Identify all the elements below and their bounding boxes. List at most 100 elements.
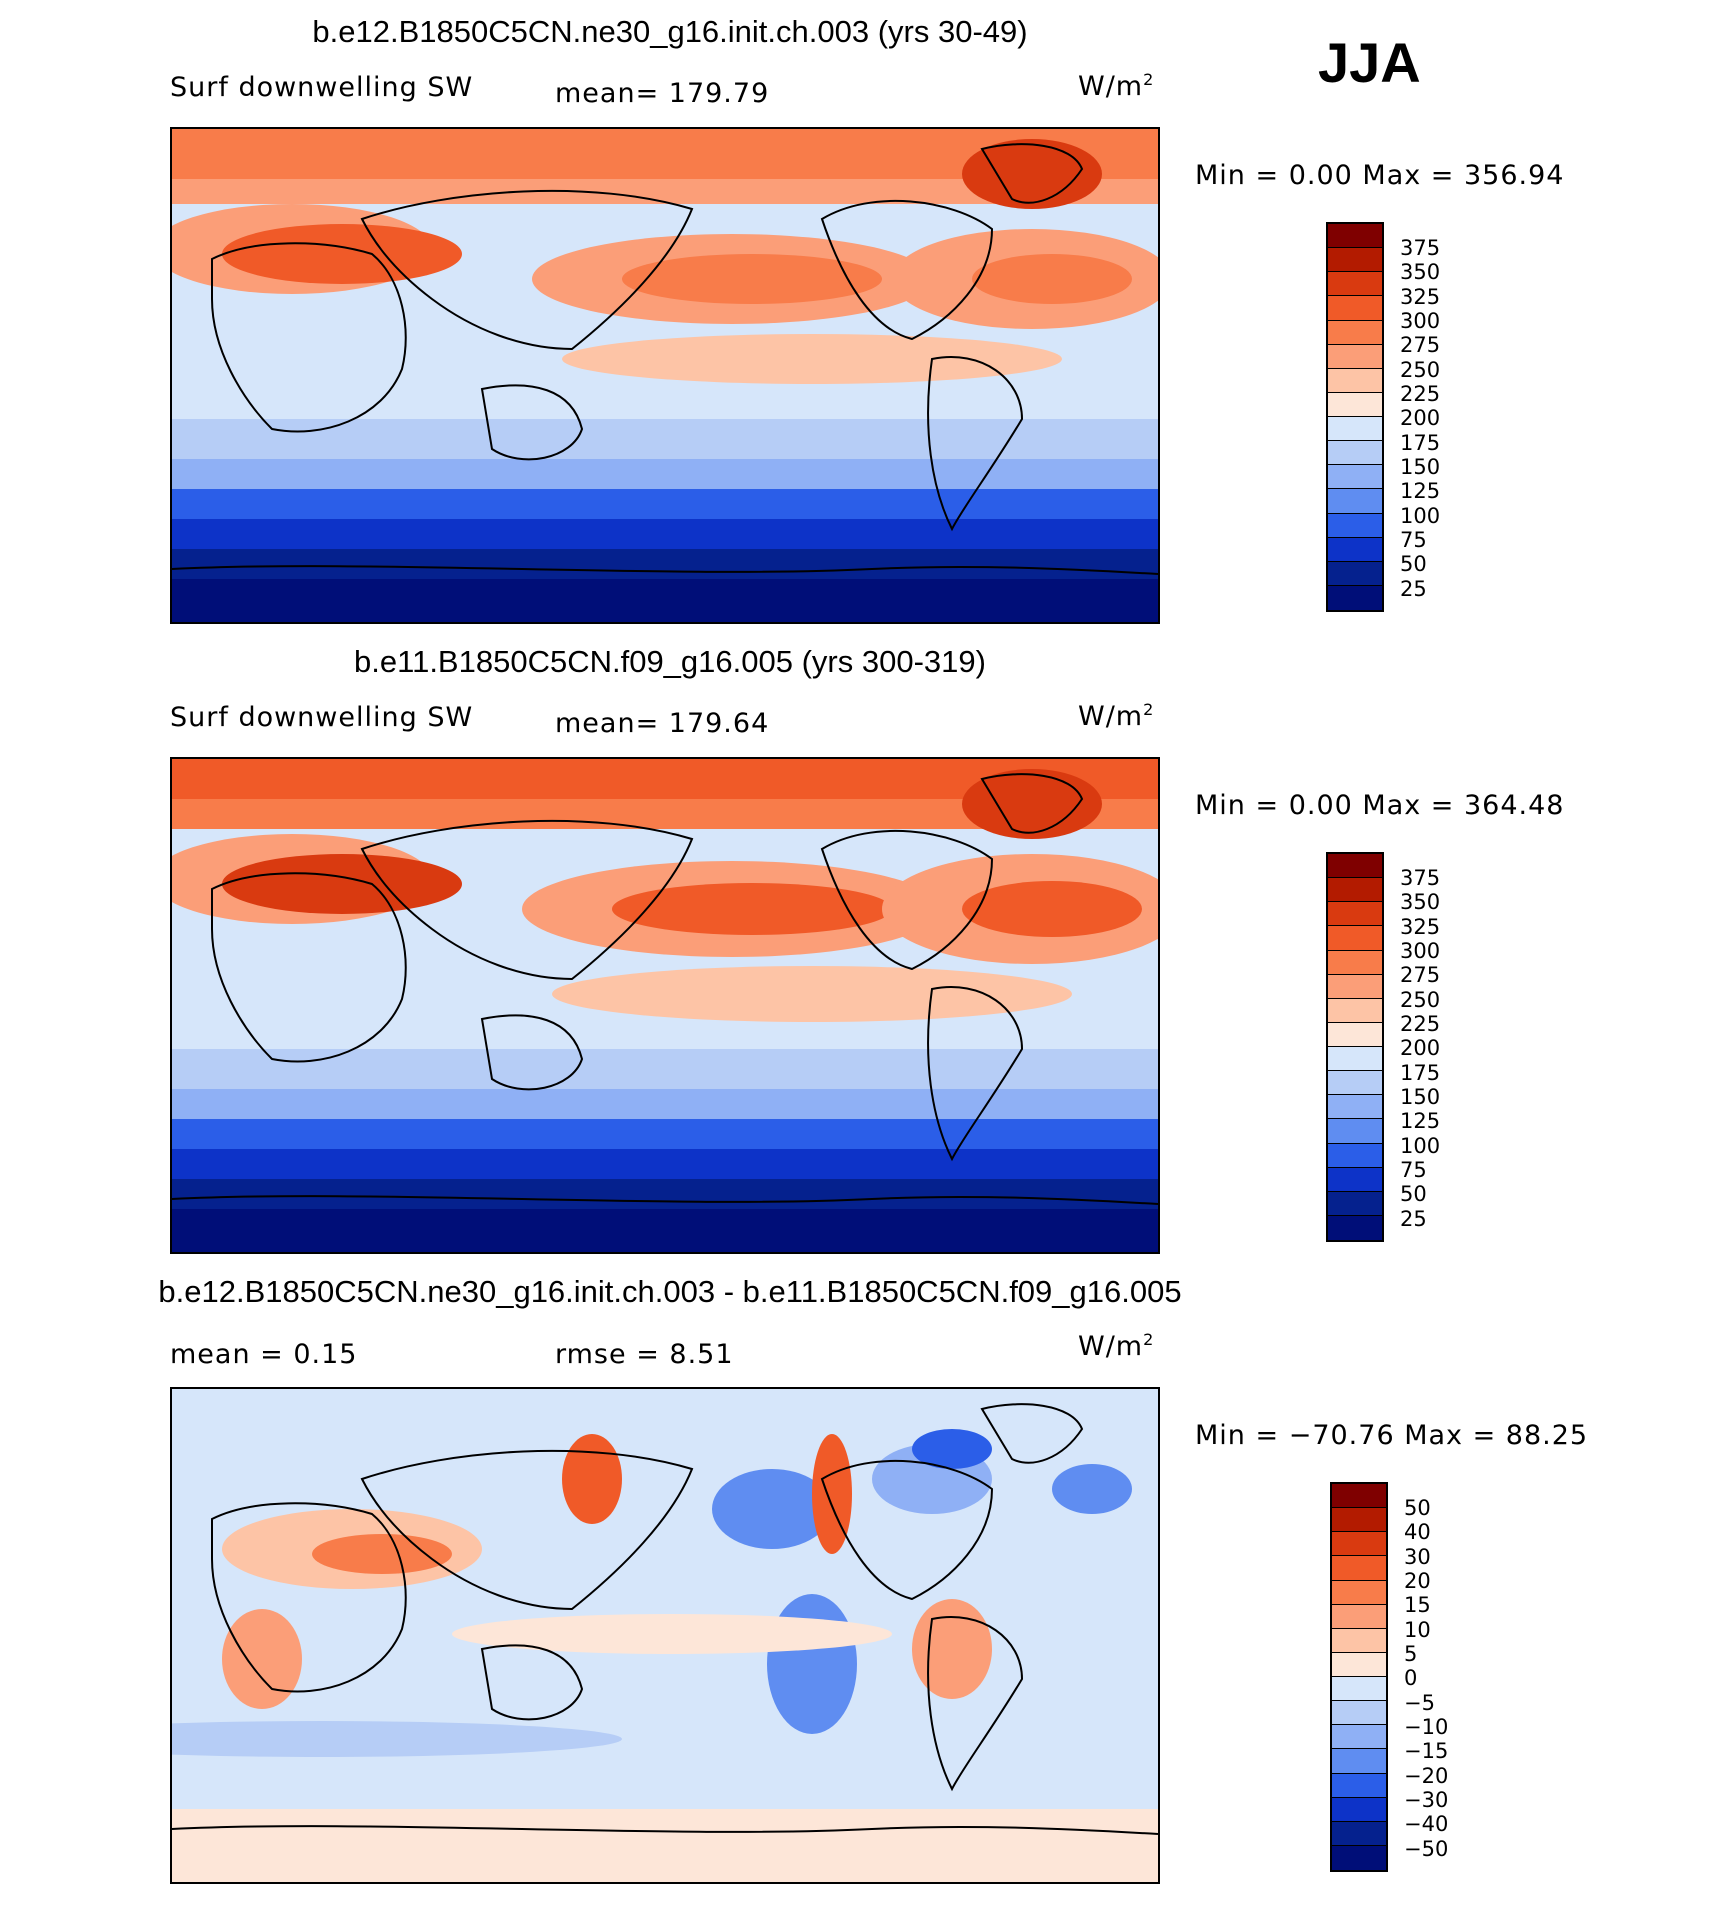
panel-3-unit-label: W/m2 [1078,1330,1155,1362]
panel-1-colorbar [1326,222,1384,612]
panel-1-colorbar-label: 300 [1400,309,1441,333]
panel-1-colorbar-label: 125 [1400,479,1441,503]
panel-3-colorbar-label: 5 [1404,1642,1418,1666]
panel-2-colorbar-swatch [1328,1071,1382,1096]
panel-2-colorbar-swatch [1328,902,1382,927]
panel-1-colorbar-swatch [1328,561,1382,586]
panel-3-colorbar [1330,1482,1388,1872]
panel-1-colorbar-label: 75 [1400,528,1427,552]
panel-2-colorbar [1326,852,1384,1242]
panel-3-colorbar-swatch [1332,1652,1386,1677]
panel-1-colorbar-swatch [1328,248,1382,273]
panel-2-colorbar-label: 300 [1400,939,1441,963]
panel-3-colorbar-label: 20 [1404,1569,1431,1593]
panel-3-colorbar-label: −10 [1404,1715,1449,1739]
panel-3-colorbar-label: 10 [1404,1618,1431,1642]
panel-2-colorbar-label: 350 [1400,890,1441,914]
panel-2-colorbar-label: 125 [1400,1109,1441,1133]
panel-2-colorbar-swatch [1328,1191,1382,1216]
panel-3-colorbar-swatch [1332,1821,1386,1846]
panel-1-colorbar-swatch [1328,224,1382,249]
panel-3-map [170,1387,1160,1884]
panel-2-colorbar-label: 150 [1400,1085,1441,1109]
panel-3-colorbar-swatch [1332,1556,1386,1581]
panel-1-title: b.e12.B1850C5CN.ne30_g16.init.ch.003 (yr… [312,14,1028,49]
panel-3-colorbar-swatch [1332,1773,1386,1798]
panel-3-colorbar-swatch [1332,1749,1386,1774]
panel-2-unit-label: W/m2 [1078,700,1155,732]
panel-2-colorbar-swatch [1328,854,1382,879]
panel-1-colorbar-label: 275 [1400,333,1441,357]
panel-1-colorbar-swatch [1328,392,1382,417]
panel-2-colorbar-swatch [1328,950,1382,975]
panel-2-colorbar-swatch [1328,998,1382,1023]
panel-3-colorbar-label: −5 [1404,1691,1435,1715]
panel-2-colorbar-label: 325 [1400,915,1441,939]
panel-3-colorbar-label: −40 [1404,1812,1449,1836]
panel-1-colorbar-swatch [1328,417,1382,442]
panel-1-colorbar-label: 150 [1400,455,1441,479]
panel-3-colorbar-label: 40 [1404,1520,1431,1544]
panel-3-colorbar-swatch [1332,1484,1386,1509]
panel-1-map-field [172,129,1158,622]
panel-3-colorbar-swatch [1332,1508,1386,1533]
panel-1-colorbar-label: 100 [1400,504,1441,528]
panel-2-minmax: Min = 0.00 Max = 364.48 [1195,790,1565,821]
panel-1-colorbar-swatch [1328,465,1382,490]
panel-1-colorbar-swatch [1328,585,1382,610]
panel-2-colorbar-swatch [1328,1143,1382,1168]
panel-2-colorbar-swatch [1328,1022,1382,1047]
panel-3-colorbar-label: −50 [1404,1837,1449,1861]
panel-2-colorbar-swatch [1328,1095,1382,1120]
panel-3-title: b.e12.B1850C5CN.ne30_g16.init.ch.003 - b… [158,1274,1182,1309]
panel-1-colorbar-label: 200 [1400,406,1441,430]
panel-2-title: b.e11.B1850C5CN.f09_g16.005 (yrs 300-319… [354,644,986,679]
panel-1-colorbar-swatch [1328,320,1382,345]
panel-2-map [170,757,1160,1254]
panel-3-colorbar-swatch [1332,1677,1386,1702]
panel-2-map-field [172,759,1158,1252]
panel-3-colorbar-label: −15 [1404,1739,1449,1763]
panel-3-colorbar-swatch [1332,1532,1386,1557]
panel-1-colorbar-swatch [1328,537,1382,562]
panel-2-colorbar-label: 275 [1400,963,1441,987]
panel-3-colorbar-swatch [1332,1580,1386,1605]
panel-2-colorbar-swatch [1328,1215,1382,1240]
panel-1-colorbar-swatch [1328,489,1382,514]
panel-3-colorbar-swatch [1332,1845,1386,1870]
panel-3-colorbar-swatch [1332,1628,1386,1653]
panel-3-mean-label: mean = 0.15 [170,1339,358,1370]
panel-2-colorbar-swatch [1328,1047,1382,1072]
panel-2-colorbar-label: 75 [1400,1158,1427,1182]
panel-3-colorbar-label: −30 [1404,1788,1449,1812]
panel-2-colorbar-swatch [1328,926,1382,951]
panel-3-colorbar-label: −20 [1404,1764,1449,1788]
panel-2-colorbar-label: 375 [1400,866,1441,890]
panel-2-colorbar-label: 100 [1400,1134,1441,1158]
panel-2-colorbar-label: 175 [1400,1061,1441,1085]
season-label: JJA [1318,31,1421,94]
panel-1-minmax: Min = 0.00 Max = 356.94 [1195,160,1565,191]
panel-2-colorbar-label: 25 [1400,1207,1427,1231]
panel-3-colorbar-swatch [1332,1701,1386,1726]
panel-2-variable-label: Surf downwelling SW [170,702,474,733]
panel-1-colorbar-swatch [1328,344,1382,369]
panel-3-map-field [172,1389,1158,1882]
panel-3-colorbar-label: 15 [1404,1593,1431,1617]
panel-1-colorbar-label: 375 [1400,236,1441,260]
panel-2-colorbar-swatch [1328,974,1382,999]
panel-3-rmse-label: rmse = 8.51 [555,1339,734,1370]
panel-1-map [170,127,1160,624]
panel-3-minmax: Min = −70.76 Max = 88.25 [1195,1420,1589,1451]
panel-2-colorbar-swatch [1328,1167,1382,1192]
panel-1-colorbar-label: 50 [1400,552,1427,576]
panel-1-colorbar-label: 350 [1400,260,1441,284]
panel-3-colorbar-label: 0 [1404,1666,1418,1690]
panel-1-colorbar-label: 325 [1400,285,1441,309]
panel-3-colorbar-label: 30 [1404,1545,1431,1569]
panel-1-colorbar-swatch [1328,513,1382,538]
panel-1-colorbar-swatch [1328,441,1382,466]
panel-1-colorbar-label: 25 [1400,577,1427,601]
panel-2-mean-label: mean= 179.64 [555,708,770,739]
panel-1-colorbar-swatch [1328,272,1382,297]
